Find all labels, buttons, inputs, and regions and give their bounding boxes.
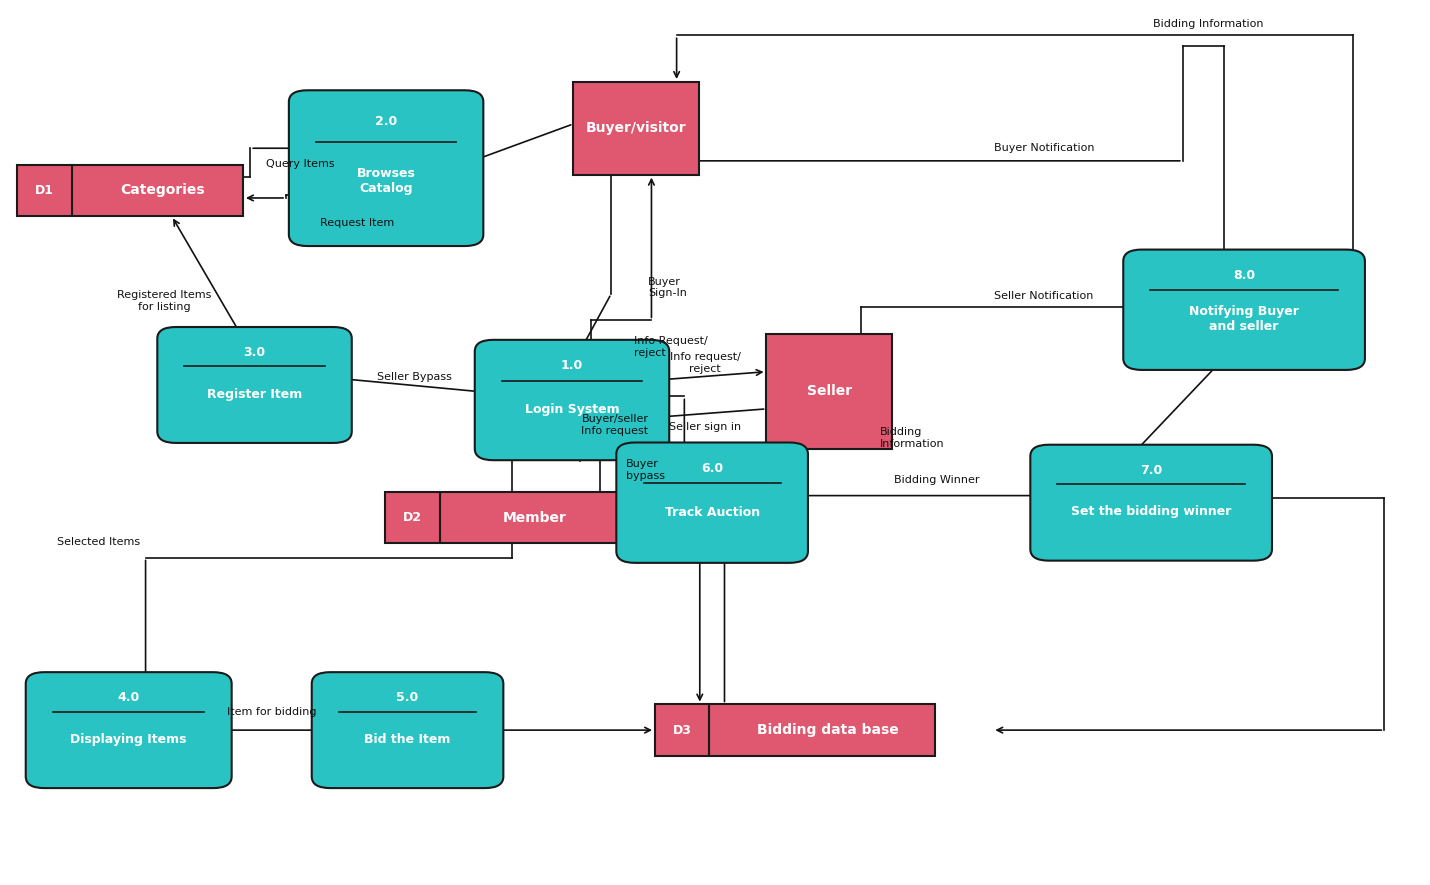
Text: Info request/
reject: Info request/ reject [669,352,741,373]
Text: D2: D2 [403,512,422,524]
FancyBboxPatch shape [289,90,483,246]
Text: Seller Notification: Seller Notification [994,291,1094,302]
Text: Bidding data base: Bidding data base [756,723,899,737]
Text: Request Item: Request Item [320,218,395,227]
Text: Track Auction: Track Auction [665,506,759,519]
Text: Bidding
Information: Bidding Information [879,427,944,449]
Text: 4.0: 4.0 [117,691,140,704]
Text: D1: D1 [34,184,54,196]
FancyBboxPatch shape [26,673,232,788]
Text: Selected Items: Selected Items [57,536,140,547]
Text: 7.0: 7.0 [1140,464,1163,477]
Text: Notifying Buyer
and seller: Notifying Buyer and seller [1190,305,1298,334]
FancyBboxPatch shape [616,442,808,563]
Text: 3.0: 3.0 [243,346,266,359]
Text: Bid the Item: Bid the Item [365,733,450,746]
FancyBboxPatch shape [312,673,503,788]
Text: Member: Member [503,511,566,525]
FancyBboxPatch shape [1123,250,1364,370]
Text: Bidding Information: Bidding Information [1153,19,1264,29]
Text: 2.0: 2.0 [375,115,398,128]
Bar [386,492,440,543]
Text: Register Item: Register Item [207,388,302,401]
Text: Seller Bypass: Seller Bypass [378,372,452,382]
Text: Displaying Items: Displaying Items [70,733,187,746]
Bar [709,704,935,756]
Text: 6.0: 6.0 [701,462,724,475]
Text: Registered Items
for listing: Registered Items for listing [117,290,212,312]
Text: Seller sign in: Seller sign in [669,421,741,432]
Text: Buyer Notification: Buyer Notification [994,143,1094,153]
Text: Buyer/seller
Info request: Buyer/seller Info request [582,414,649,436]
FancyBboxPatch shape [1030,444,1273,561]
Bar [440,492,618,543]
Text: Item for bidding: Item for bidding [227,707,316,718]
Text: 1.0: 1.0 [561,359,583,373]
FancyBboxPatch shape [157,327,352,443]
Text: Set the bidding winner: Set the bidding winner [1071,505,1231,519]
Text: Login System: Login System [525,404,619,416]
Bar [72,165,243,216]
Text: Browses
Catalog: Browses Catalog [356,167,416,196]
Bar [17,165,72,216]
FancyBboxPatch shape [475,340,669,460]
Text: 8.0: 8.0 [1233,269,1256,282]
FancyBboxPatch shape [766,334,892,449]
Text: Buyer
Sign-In: Buyer Sign-In [648,277,688,298]
Text: Bidding Winner: Bidding Winner [894,474,980,485]
Text: Info Request/
reject: Info Request/ reject [633,336,708,358]
Text: 5.0: 5.0 [396,691,419,704]
Text: Buyer/visitor: Buyer/visitor [586,121,686,135]
Text: Seller: Seller [807,384,852,398]
Text: Query Items: Query Items [266,159,335,169]
Text: D3: D3 [672,724,692,736]
Text: Categories: Categories [120,183,206,197]
FancyBboxPatch shape [573,82,699,175]
Text: Buyer
bypass: Buyer bypass [626,459,665,481]
Bar [655,704,709,756]
